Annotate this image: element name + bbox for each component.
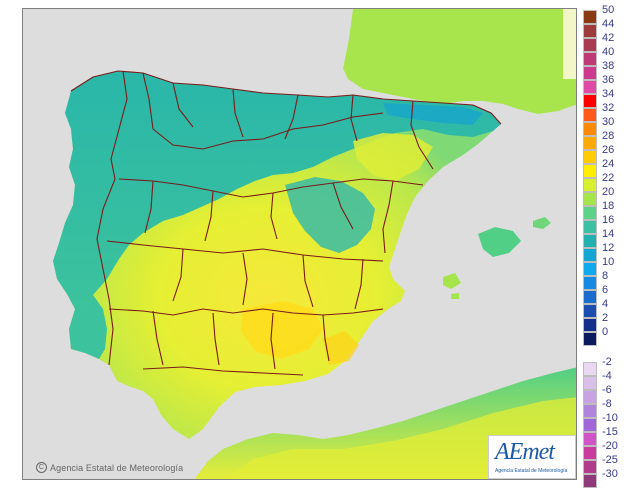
legend-swatch [583, 418, 597, 432]
legend-swatch [583, 178, 597, 192]
legend-swatch [583, 192, 597, 206]
northern-cool-band [53, 71, 501, 309]
legend-label: 2 [602, 312, 609, 324]
aemet-logo: AEmet Agencia Estatal de Meteorología [488, 435, 576, 479]
france-north-coast [331, 9, 353, 79]
legend-swatch [583, 446, 597, 460]
legend-label: 4 [602, 298, 609, 310]
legend-swatch [583, 136, 597, 150]
legend-label: 44 [602, 18, 615, 30]
credit-text: Agencia Estatal de Meteorología [50, 462, 184, 473]
menorca [533, 217, 551, 229]
legend-label: 22 [602, 172, 615, 184]
central-mountain-patch [285, 177, 375, 253]
legend-swatch [583, 164, 597, 178]
legend-label: -4 [602, 370, 612, 382]
legend-label: -20 [602, 440, 618, 452]
legend-swatch [583, 52, 597, 66]
legend-swatch [583, 108, 597, 122]
guadalquivir-warm [241, 301, 323, 359]
legend-label: 40 [602, 46, 615, 58]
legend-label: 10 [602, 256, 615, 268]
legend-label: 6 [602, 284, 609, 296]
legend-swatch [583, 376, 597, 390]
legend-swatch [583, 390, 597, 404]
legend-label: 0 [602, 326, 609, 338]
legend-swatch [583, 80, 597, 94]
portugal-coast-band [69, 295, 107, 359]
legend-swatch [583, 66, 597, 80]
legend-label: 20 [602, 186, 615, 198]
legend-label: -15 [602, 426, 618, 438]
legend-label: -30 [602, 468, 618, 480]
legend-label: 32 [602, 102, 615, 114]
legend-swatch [583, 262, 597, 276]
legend-swatch [583, 460, 597, 474]
legend-label: 28 [602, 130, 615, 142]
legend-swatch [583, 10, 597, 24]
mallorca [478, 227, 521, 257]
legend-swatch [583, 24, 597, 38]
legend-label: 18 [602, 200, 615, 212]
ebro-valley [353, 133, 433, 181]
legend-label: 12 [602, 242, 615, 254]
legend-swatch [583, 474, 597, 488]
legend-swatch [583, 276, 597, 290]
legend-label: 30 [602, 116, 615, 128]
legend-label: -2 [602, 356, 612, 368]
legend-swatch [583, 332, 597, 346]
legend-swatch [583, 122, 597, 136]
southeast-warm [323, 331, 359, 365]
legend-swatch [583, 318, 597, 332]
legend-swatch [583, 404, 597, 418]
credit-line: C Agencia Estatal de Meteorología [36, 462, 183, 473]
legend-label: 8 [602, 270, 609, 282]
legend-label: -25 [602, 454, 618, 466]
legend-label: 26 [602, 144, 615, 156]
province-borders [70, 70, 502, 376]
legend-label: 36 [602, 74, 615, 86]
legend-label: 16 [602, 214, 615, 226]
legend-label: 14 [602, 228, 615, 240]
legend-label: 38 [602, 60, 615, 72]
legend-label: -6 [602, 384, 612, 396]
logo-brand: AEmet [495, 439, 555, 465]
ibiza [443, 273, 461, 289]
legend-label: 24 [602, 158, 615, 170]
legend-label: 42 [602, 32, 615, 44]
legend-swatch [583, 150, 597, 164]
legend-swatch [583, 290, 597, 304]
legend-swatch [583, 362, 597, 376]
france-landmass [333, 9, 576, 114]
logo-subtitle: Agencia Estatal de Meteorología [495, 468, 568, 474]
legend-swatch [583, 304, 597, 318]
temperature-map [22, 8, 577, 480]
legend-label: 34 [602, 88, 615, 100]
legend-swatch [583, 38, 597, 52]
map-edge-strip [563, 9, 576, 79]
legend-label: -8 [602, 398, 612, 410]
legend-swatch [583, 234, 597, 248]
copyright-icon: C [36, 462, 47, 473]
legend-label: 50 [602, 4, 615, 16]
legend-swatch [583, 206, 597, 220]
legend-swatch [583, 220, 597, 234]
legend-swatch [583, 248, 597, 262]
legend-swatch [583, 432, 597, 446]
legend-label: -10 [602, 412, 618, 424]
formentera [451, 293, 459, 299]
pyrenees-patch [383, 103, 483, 125]
legend-swatch [583, 94, 597, 108]
